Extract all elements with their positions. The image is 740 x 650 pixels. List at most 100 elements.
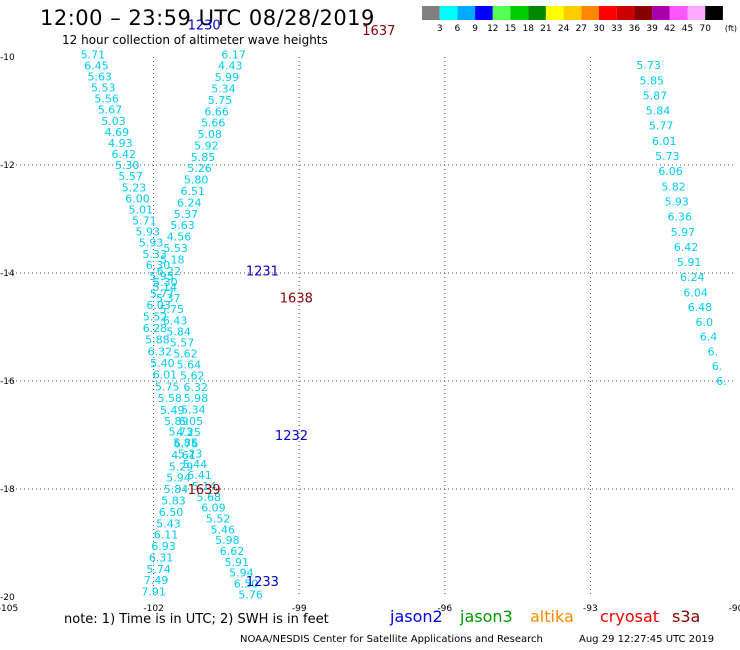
footer-note: note: 1) Time is in UTC; 2) SWH is in fe… xyxy=(64,612,329,627)
swh-value-label: 6.76 xyxy=(174,438,199,451)
pass-labels: 122912301231123212331636163716381639 xyxy=(188,19,396,590)
swh-value-label: 6.42 xyxy=(674,241,699,254)
swh-value-label: 5.84 xyxy=(164,483,189,496)
lat-tick-label: -16 xyxy=(0,377,15,387)
colorbar-label: 6 xyxy=(455,24,461,34)
swh-value-label: 6.50 xyxy=(159,506,184,519)
swh-value-label: 6.17 xyxy=(221,48,246,61)
colorbar-label: 24 xyxy=(558,24,570,34)
lat-tick-label: -14 xyxy=(0,269,15,279)
swh-value-label: 5.76 xyxy=(238,588,263,601)
swh-value-label: 6.45 xyxy=(84,59,109,72)
swh-value-label: 5.33 xyxy=(142,248,167,261)
swh-value-label: 4.93 xyxy=(108,137,133,150)
swh-value-label: 5.98 xyxy=(215,534,240,547)
swh-value-label: 6.22 xyxy=(157,265,182,278)
colorbar-label: 21 xyxy=(540,24,551,34)
swh-value-label: 5.30 xyxy=(153,276,178,289)
swh-value-label: 5.53 xyxy=(163,242,188,255)
swh-value-label: 5.57 xyxy=(118,170,143,183)
swh-value-label: 5.84 xyxy=(646,105,671,118)
swh-value-label: 5.62 xyxy=(180,370,205,383)
pass-number-label: 1232 xyxy=(275,429,308,444)
swh-value-label: 5.92 xyxy=(194,139,219,152)
swh-value-label: 6.04 xyxy=(683,286,708,299)
swh-value-label: 5.58 xyxy=(158,392,183,405)
swh-value-label: 6. xyxy=(712,360,723,373)
swh-value-label: 6.43 xyxy=(163,314,188,327)
colorbar-label: 9 xyxy=(472,24,478,34)
swh-value-label: 5.74 xyxy=(146,563,171,576)
map-title: 12:00 – 23:59 UTC 08/28/2019 xyxy=(40,6,375,30)
swh-value-label: 6.01 xyxy=(153,369,178,382)
swh-value-label: 5.91 xyxy=(677,256,702,269)
swh-value-label: 6.24 xyxy=(680,271,705,284)
swh-value-label: 5.85 xyxy=(640,74,665,87)
lat-tick-label: -20 xyxy=(0,593,15,603)
colorbar-label: 42 xyxy=(664,24,675,34)
colorbar-swatch xyxy=(439,6,458,20)
colorbar-swatch xyxy=(581,6,599,20)
swh-value-label: 6.93 xyxy=(151,540,176,553)
swh-value-label: 5.73 xyxy=(169,426,194,439)
swh-value-label: 5.18 xyxy=(160,253,185,266)
swh-value-label: 5.75 xyxy=(155,380,180,393)
swh-value-label: 5.29 xyxy=(169,460,194,473)
swh-value-label: 5.30 xyxy=(115,159,140,172)
map-grid xyxy=(8,57,736,597)
map-subtitle: 12 hour collection of altimeter wave hei… xyxy=(62,33,328,47)
swh-value-label: 5.93 xyxy=(136,226,161,239)
colorbar-swatch xyxy=(457,6,476,20)
swh-value-label: 5.40 xyxy=(150,357,175,370)
colorbar-swatch xyxy=(475,6,493,20)
swh-value-label: 5.37 xyxy=(156,292,181,305)
colorbar-label: 36 xyxy=(629,24,641,34)
swh-value-label: 5.85 xyxy=(173,437,198,450)
swh-value-label: 5.98 xyxy=(184,392,209,405)
lat-tick-label: -12 xyxy=(0,161,15,171)
swh-value-label: 4.61 xyxy=(171,449,196,462)
pass-number-label: 1231 xyxy=(246,264,279,279)
swh-value-label: 6.36 xyxy=(668,211,693,224)
swh-value-label: 6.03 xyxy=(146,299,171,312)
swh-value-label: 5.66 xyxy=(201,117,226,130)
colorbar-label: 70 xyxy=(699,24,711,34)
lat-tick-label: -18 xyxy=(0,485,15,495)
swh-value-label: 5.23 xyxy=(122,181,147,194)
swh-value-label: 5.43 xyxy=(156,517,181,530)
swh-value-label: 4.56 xyxy=(167,231,192,244)
lon-tick-label: -105 xyxy=(0,604,18,614)
swh-value-label: 5.64 xyxy=(177,359,202,372)
swh-value-label: 7.49 xyxy=(144,574,169,587)
swh-value-label: 6.24 xyxy=(177,196,202,209)
swh-value-label: 5.71 xyxy=(81,48,106,61)
swh-value-label: 5.14 xyxy=(153,281,178,294)
swh-value-label: 5.03 xyxy=(101,115,126,128)
pass-number-label: 1233 xyxy=(246,575,279,590)
colorbar-label: 39 xyxy=(646,24,658,34)
swh-value-label: 5.37 xyxy=(174,208,199,221)
swh-value-label: 5.52 xyxy=(206,512,231,525)
swh-value-label: 5.67 xyxy=(98,104,123,117)
colorbar-legend: 3 6 9 12 15 18 21 24 27 30 33 36 39 42 45 70 (ft) xyxy=(422,6,737,34)
pass-number-label: 1638 xyxy=(280,291,313,306)
swh-value-label: 6.06 xyxy=(658,165,683,178)
colorbar-label: 33 xyxy=(611,24,622,34)
swh-value-label: 5.97 xyxy=(671,226,696,239)
swh-value-label: 5.82 xyxy=(661,180,686,193)
colorbar-swatch xyxy=(545,6,564,20)
swh-value-label: 5.77 xyxy=(649,120,674,133)
swh-value-label: 6.62 xyxy=(220,545,245,558)
swh-value-label: 5.94 xyxy=(166,472,191,485)
colorbar-label: 12 xyxy=(487,24,498,34)
swh-value-label: 5.62 xyxy=(173,348,198,361)
swh-value-label: 4.69 xyxy=(105,126,130,139)
satellite-altika: altika xyxy=(530,607,574,626)
swh-value-label: 6.11 xyxy=(154,529,179,542)
colorbar-unit: (ft) xyxy=(725,24,737,33)
footer-credit: NOAA/NESDIS Center for Satellite Applica… xyxy=(240,634,543,645)
swh-value-label: 6.32 xyxy=(148,345,173,358)
satellite-cryosat: cryosat xyxy=(600,607,660,626)
swh-value-label: 5.99 xyxy=(215,71,240,84)
